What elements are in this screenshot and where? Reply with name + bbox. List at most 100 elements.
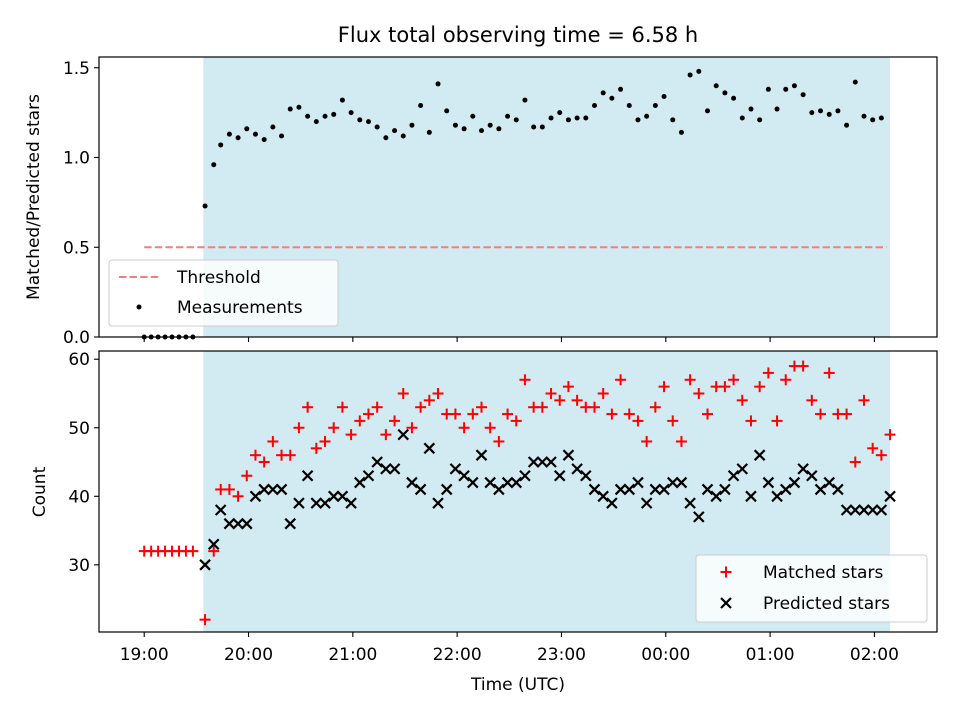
x-tick-label: 22:00 bbox=[433, 645, 482, 665]
ratio-panel-y-label: Matched/Predicted stars bbox=[24, 94, 44, 300]
measurement-point bbox=[783, 86, 789, 92]
matched-star-point bbox=[841, 408, 853, 420]
count-panel-x-ticks: 19:00 20:00 21:00 22:00 23:00 00:00 01:00 02:00 bbox=[120, 632, 899, 665]
matched-star-point bbox=[719, 381, 731, 393]
y-tick-label: 1.5 bbox=[63, 59, 90, 79]
predicted-star-point bbox=[649, 483, 662, 496]
measurement-point bbox=[296, 104, 302, 110]
predicted-star-point bbox=[719, 483, 731, 496]
matched-star-point bbox=[797, 360, 809, 372]
predicted-star-point bbox=[345, 497, 357, 509]
measurement-point bbox=[211, 162, 217, 168]
predicted-star-point bbox=[553, 469, 566, 482]
predicted-star-point bbox=[736, 463, 749, 475]
matched-star-point bbox=[545, 387, 557, 399]
matched-star-point bbox=[380, 429, 392, 441]
predicted-star-point bbox=[467, 476, 479, 489]
predicted-star-point bbox=[658, 483, 670, 496]
matched-star-point bbox=[389, 415, 401, 427]
matched-star-point bbox=[458, 422, 470, 434]
predicted-star-point bbox=[823, 476, 835, 489]
measurement-point bbox=[487, 122, 493, 128]
measurement-point bbox=[800, 92, 806, 98]
matched-star-point bbox=[728, 374, 740, 386]
predicted-star-point bbox=[310, 497, 323, 509]
predicted-star-point bbox=[319, 497, 331, 509]
measurement-point bbox=[739, 115, 745, 121]
matched-star-point bbox=[328, 422, 340, 434]
predicted-star-point bbox=[753, 449, 766, 461]
measurement-point bbox=[591, 102, 597, 108]
matched-legend-marker bbox=[720, 566, 732, 578]
matched-star-point bbox=[423, 394, 435, 406]
matched-stars-points bbox=[138, 360, 896, 626]
matched-star-point bbox=[606, 408, 618, 420]
measurement-point bbox=[505, 113, 511, 119]
predicted-star-point bbox=[875, 504, 888, 516]
predicted-star-point bbox=[806, 469, 818, 482]
matched-star-point bbox=[336, 401, 348, 413]
predicted-star-point bbox=[249, 490, 262, 503]
ratio-legend-box bbox=[108, 259, 339, 327]
matched-star-point bbox=[284, 449, 296, 461]
matched-star-point bbox=[354, 415, 366, 427]
measurement-point bbox=[609, 95, 615, 101]
predicted-star-point bbox=[199, 559, 211, 571]
matched-star-point bbox=[249, 449, 261, 461]
measurement-point bbox=[861, 113, 867, 119]
count-panel-y-label: Count bbox=[30, 466, 50, 517]
measurement-point bbox=[279, 133, 285, 139]
predicted-star-point bbox=[371, 456, 383, 468]
matched-star-point bbox=[293, 422, 305, 434]
matched-star-point bbox=[597, 387, 609, 399]
measurement-point bbox=[652, 102, 658, 108]
matched-star-point bbox=[658, 381, 670, 393]
measurement-point bbox=[383, 135, 389, 141]
measurement-point bbox=[452, 122, 458, 128]
matched-star-point bbox=[623, 408, 635, 420]
matched-star-point bbox=[432, 387, 444, 399]
matched-star-point bbox=[762, 367, 774, 379]
predicted-star-point bbox=[388, 463, 401, 475]
x-tick-label: 01:00 bbox=[746, 645, 795, 665]
measurement-point bbox=[418, 102, 424, 108]
count-panel: 19:00 20:00 21:00 22:00 23:00 00:00 01:00 02:00… bbox=[30, 350, 938, 695]
matched-star-point bbox=[702, 408, 714, 420]
matched-star-point bbox=[475, 401, 487, 413]
measurement-point bbox=[626, 102, 632, 108]
matched-star-point bbox=[415, 401, 427, 413]
measurement-point bbox=[600, 90, 606, 96]
matched-star-point bbox=[632, 415, 644, 427]
x-tick-label: 19:00 bbox=[120, 645, 169, 665]
predicted-star-point bbox=[623, 483, 636, 496]
matched-star-point bbox=[615, 374, 627, 386]
matched-star-point bbox=[588, 401, 600, 413]
predicted-star-point bbox=[701, 483, 714, 496]
measurement-point bbox=[705, 108, 711, 114]
x-tick-label: 20:00 bbox=[224, 645, 273, 665]
predicted-star-point bbox=[449, 463, 462, 475]
matched-star-point bbox=[684, 374, 696, 386]
measurement-point bbox=[635, 117, 641, 123]
predicted-star-point bbox=[493, 483, 505, 496]
measurement-point bbox=[696, 68, 702, 74]
predicted-star-point bbox=[327, 490, 340, 503]
measurement-point bbox=[722, 90, 728, 96]
matched-star-point bbox=[884, 429, 896, 441]
predicted-star-point bbox=[214, 504, 227, 516]
matched-star-point bbox=[371, 401, 383, 413]
measurement-point bbox=[583, 115, 589, 121]
measurement-point bbox=[557, 110, 563, 116]
predicted-star-point bbox=[354, 476, 366, 489]
matched-star-point bbox=[345, 429, 357, 441]
matched-star-point bbox=[258, 456, 270, 468]
matched-star-point bbox=[484, 422, 496, 434]
measurement-point bbox=[878, 115, 884, 121]
predicted-star-point bbox=[258, 483, 270, 496]
measurement-point bbox=[835, 108, 841, 114]
predicted-star-point bbox=[771, 490, 783, 503]
matched-star-point bbox=[397, 387, 409, 399]
measurement-point bbox=[574, 115, 580, 121]
predicted-star-point bbox=[293, 497, 305, 509]
